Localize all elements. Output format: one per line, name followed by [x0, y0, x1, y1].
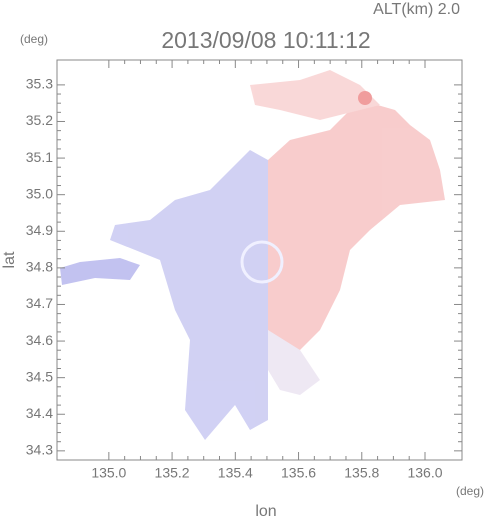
x-tick-label: 136.0	[407, 465, 442, 481]
x-axis-label: lon	[255, 503, 276, 520]
x-tick-label: 135.0	[91, 465, 126, 481]
plot-frame	[56, 59, 463, 461]
altitude-annotation: ALT(km) 2.0	[373, 1, 460, 18]
axes	[56, 59, 463, 461]
x-unit: (deg)	[456, 484, 484, 498]
y-tick-label: 34.6	[26, 332, 53, 348]
y-tick-label: 35.1	[26, 149, 53, 165]
y-tick-label: 35.2	[26, 112, 53, 128]
approaching-region	[60, 258, 140, 285]
y-tick-label: 34.9	[26, 222, 53, 238]
x-tick-label: 135.6	[281, 465, 316, 481]
mixed-region	[268, 330, 320, 395]
y-tick-label: 35.0	[26, 185, 53, 201]
x-tick-label: 135.2	[155, 465, 190, 481]
chart-title: 2013/09/08 10:11:12	[161, 27, 370, 53]
strong-echo	[358, 91, 372, 105]
approaching-region	[110, 150, 268, 440]
y-tick-label: 34.7	[26, 295, 53, 311]
receding-region	[268, 100, 445, 350]
y-tick-label: 34.4	[26, 405, 53, 421]
receding-region	[250, 70, 380, 120]
y-tick-label: 34.8	[26, 259, 53, 275]
y-unit: (deg)	[20, 32, 48, 46]
y-tick-label: 35.3	[26, 76, 53, 92]
y-axis-label: lat	[1, 251, 18, 268]
x-tick-label: 135.8	[344, 465, 379, 481]
radar-ring	[240, 240, 284, 284]
velocity-field	[60, 70, 445, 440]
y-tick-label: 34.3	[26, 442, 53, 458]
y-tick-label: 34.5	[26, 368, 53, 384]
x-tick-label: 135.4	[218, 465, 253, 481]
